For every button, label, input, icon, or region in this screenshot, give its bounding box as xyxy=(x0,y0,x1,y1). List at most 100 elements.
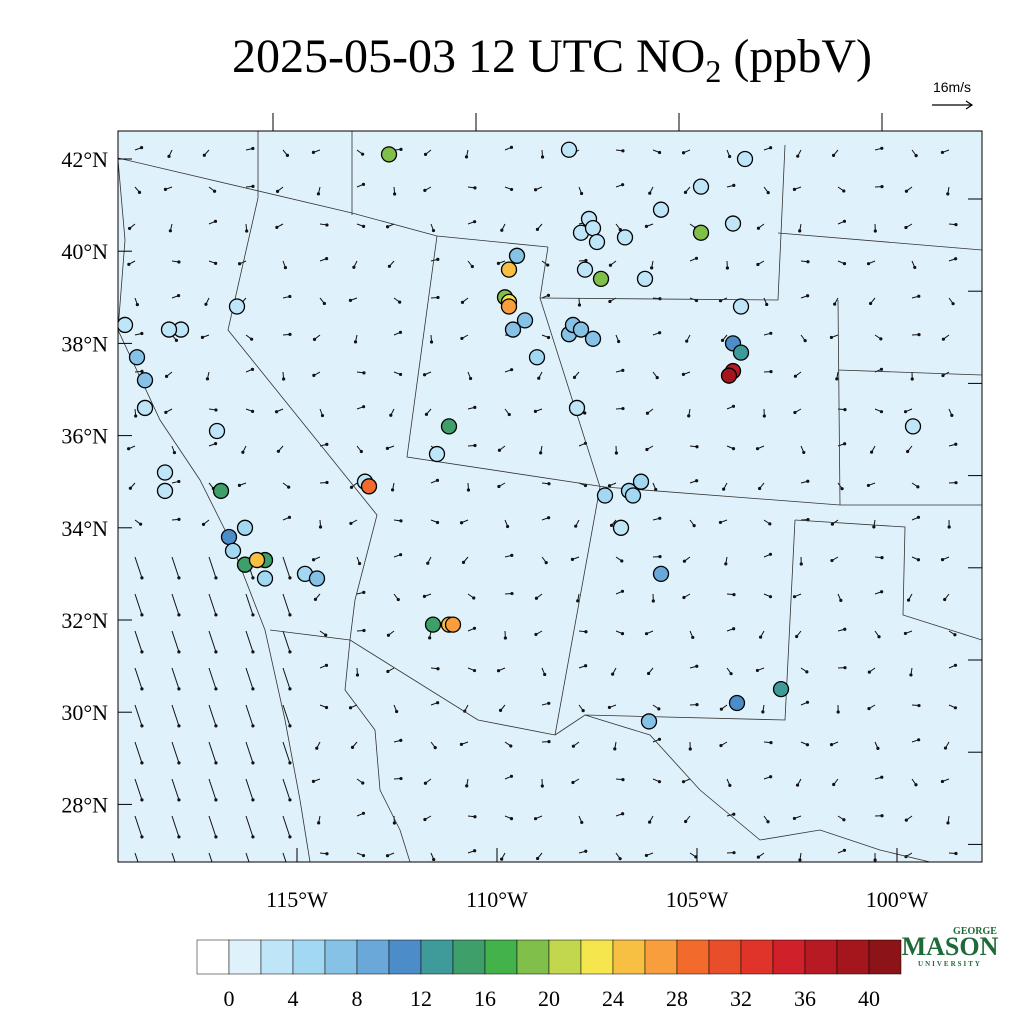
wind-arrow xyxy=(208,778,217,801)
wind-arrow-head xyxy=(496,669,501,673)
wind-arrow-head xyxy=(127,262,131,266)
wind-arrow-head xyxy=(167,154,171,158)
station xyxy=(308,570,326,587)
wind-arrow-head xyxy=(732,812,736,816)
country-border xyxy=(584,714,931,862)
wind-arrow-head xyxy=(385,854,390,858)
wind-arrow-head xyxy=(387,264,392,268)
wind-arrow-head xyxy=(250,367,255,371)
wind-arrow-head xyxy=(695,664,699,668)
station xyxy=(560,141,578,158)
wind-arrow-head xyxy=(866,262,871,266)
wind-arrow-head xyxy=(648,191,652,195)
wind-arrow-head xyxy=(657,150,662,155)
wind-arrow-head xyxy=(769,741,773,745)
wind-arrow-head xyxy=(943,746,948,750)
station xyxy=(118,316,134,334)
wind-arrow-head xyxy=(472,596,476,600)
wind-arrow-head xyxy=(398,372,403,377)
colorbar-swatch xyxy=(548,939,582,975)
wind-arrow-head xyxy=(539,451,543,455)
wind-arrow-head xyxy=(695,445,699,449)
wind-arrow-head xyxy=(348,298,353,302)
wind-arrow-head xyxy=(140,613,144,617)
wind-arrow-head xyxy=(311,558,316,562)
wind-arrow-head xyxy=(796,154,800,158)
wind-arrow-head xyxy=(436,295,440,300)
station xyxy=(136,372,154,389)
wind-arrow-head xyxy=(546,335,551,340)
wind-arrow xyxy=(171,778,180,801)
colorbar-tick-label: 4 xyxy=(288,986,299,1011)
wind-arrow-head xyxy=(954,223,958,227)
wind-arrow-head xyxy=(830,558,834,563)
wind-arrow xyxy=(208,556,217,579)
wind-arrow-head xyxy=(361,853,366,858)
wind-arrow-head xyxy=(509,774,514,778)
wind-arrow-head xyxy=(140,687,144,691)
wind-arrow xyxy=(134,852,139,862)
wind-arrow-head xyxy=(544,560,548,565)
wind-arrow-head xyxy=(940,779,945,784)
wind-arrow-head xyxy=(177,835,181,839)
wind-arrow-head xyxy=(205,377,210,381)
wind-arrow-head xyxy=(288,687,292,691)
wind-arrow-head xyxy=(792,816,797,821)
state-border xyxy=(794,519,982,641)
station xyxy=(616,229,634,246)
wind-arrow-head xyxy=(644,224,649,228)
wind-arrow-head xyxy=(799,562,803,566)
wind-arrow-head xyxy=(324,257,329,261)
wind-arrow-head xyxy=(621,812,625,816)
colorbar-swatch xyxy=(196,939,230,975)
wind-arrow-head xyxy=(533,409,538,413)
state-border xyxy=(406,235,982,506)
wind-arrow-head xyxy=(543,672,547,677)
wind-arrow-head xyxy=(396,597,400,602)
wind-arrow-head xyxy=(312,337,317,341)
station xyxy=(248,551,266,569)
wind-arrow-head xyxy=(459,521,464,525)
wind-arrow-head xyxy=(466,488,471,492)
wind-arrow-head xyxy=(728,783,732,787)
wind-arrow-head xyxy=(657,780,662,784)
wind-arrow xyxy=(134,667,143,690)
wind-arrow-head xyxy=(720,338,725,343)
station xyxy=(632,473,650,490)
wind-arrow-head xyxy=(792,187,797,192)
wind-arrow xyxy=(208,815,217,838)
wind-arrow-head xyxy=(880,814,884,818)
wind-arrow-head xyxy=(547,482,551,486)
wind-arrow-head xyxy=(177,798,181,802)
wind-arrow-head xyxy=(507,412,511,417)
wind-arrow-head xyxy=(757,486,762,491)
wind-arrow-head xyxy=(432,857,436,862)
colorbar-swatch xyxy=(644,939,678,975)
wind-arrow-head xyxy=(651,599,655,603)
wind-arrow-head xyxy=(831,153,836,158)
wind-arrow-head xyxy=(393,192,397,196)
colorbar-swatch xyxy=(292,939,326,975)
wind-arrow-head xyxy=(719,707,723,711)
wind-arrow-head xyxy=(684,819,688,824)
wind-arrow-head xyxy=(583,483,588,488)
wind-arrow-head xyxy=(732,183,736,187)
wind-arrow-head xyxy=(729,672,733,676)
wind-arrow-head xyxy=(275,189,280,193)
wind-arrow-head xyxy=(756,226,761,230)
wind-arrow-head xyxy=(436,257,440,262)
colorbar-swatch xyxy=(676,939,710,975)
map-background xyxy=(118,131,982,862)
wind-arrow-head xyxy=(805,700,810,704)
wind-arrow-head xyxy=(867,706,871,711)
wind-arrow xyxy=(282,741,291,764)
wind-arrow xyxy=(245,741,254,764)
wind-arrow-head xyxy=(361,811,366,815)
wind-arrow-head xyxy=(765,302,769,307)
wind-arrow xyxy=(171,741,180,764)
wind-arrow-head xyxy=(695,479,699,483)
coastline xyxy=(118,159,311,862)
wind-arrow-head xyxy=(906,598,911,602)
station xyxy=(724,215,742,232)
wind-arrow-head xyxy=(835,377,839,381)
